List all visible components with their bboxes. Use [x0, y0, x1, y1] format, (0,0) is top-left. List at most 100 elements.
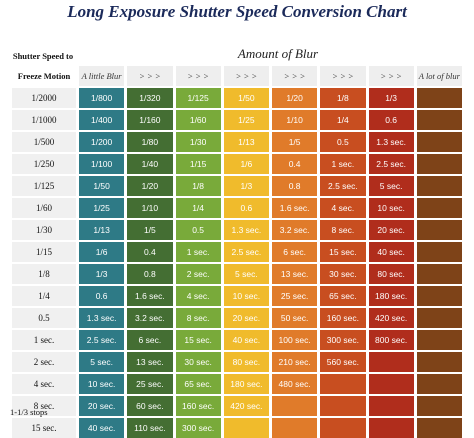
table-cell: 1/60 [175, 110, 221, 130]
table-cell [416, 374, 462, 394]
table-cell: 25 sec. [127, 374, 173, 394]
table-cell: 20 sec. [223, 308, 269, 328]
row-label: 1/500 [12, 132, 76, 152]
table-cell: 420 sec. [223, 396, 269, 416]
table-cell [416, 330, 462, 350]
table-cell: 15 sec. [320, 242, 366, 262]
table-cell: 180 sec. [368, 286, 414, 306]
table-cell: 1/30 [175, 132, 221, 152]
column-header-2: > > > [175, 66, 221, 86]
table-cell: 1/8 [175, 176, 221, 196]
table-cell [416, 352, 462, 372]
table-cell: 65 sec. [320, 286, 366, 306]
table-cell: 1/25 [79, 198, 125, 218]
table-cell: 30 sec. [175, 352, 221, 372]
table-cell: 40 sec. [223, 330, 269, 350]
table-cell: 1/3 [368, 88, 414, 108]
table-cell: 20 sec. [79, 396, 125, 416]
table-cell: 20 sec. [368, 220, 414, 240]
table-cell [416, 154, 462, 174]
table-cell [272, 418, 318, 438]
table-cell: 1 sec. [320, 154, 366, 174]
footnote: 1-1/3 stops [10, 407, 48, 417]
table-cell: 1/10 [127, 198, 173, 218]
table-cell: 1/8 [320, 88, 366, 108]
table-cell: 160 sec. [175, 396, 221, 416]
table-cell [320, 418, 366, 438]
table-cell [416, 418, 462, 438]
table-cell: 80 sec. [368, 264, 414, 284]
table-cell: 0.8 [127, 264, 173, 284]
table-cell: 180 sec. [223, 374, 269, 394]
table-cell: 0.5 [175, 220, 221, 240]
table-cell: 80 sec. [223, 352, 269, 372]
table-cell: 800 sec. [368, 330, 414, 350]
table-cell: 10 sec. [368, 198, 414, 218]
column-header-4: > > > [272, 66, 318, 86]
table-cell: 1/10 [272, 110, 318, 130]
row-label: 2 sec. [12, 352, 76, 372]
table-cell: 1.3 sec. [79, 308, 125, 328]
table-cell: 0.4 [127, 242, 173, 262]
column-group-label: Amount of Blur [237, 46, 319, 61]
table-cell: 40 sec. [368, 242, 414, 262]
table-cell [320, 374, 366, 394]
table-cell: 6 sec. [127, 330, 173, 350]
table-cell: 2 sec. [175, 264, 221, 284]
table-cell: 0.4 [272, 154, 318, 174]
table-cell: 2.5 sec. [223, 242, 269, 262]
table-cell: 420 sec. [368, 308, 414, 328]
table-cell: 480 sec. [272, 374, 318, 394]
table-cell: 15 sec. [175, 330, 221, 350]
table-cell [368, 374, 414, 394]
table-cell [416, 396, 462, 416]
table-cell: 1/6 [79, 242, 125, 262]
row-label: 1/30 [12, 220, 76, 240]
table-cell: 10 sec. [223, 286, 269, 306]
table-cell [416, 242, 462, 262]
table-cell: 1.3 sec. [368, 132, 414, 152]
table-cell: 8 sec. [320, 220, 366, 240]
row-label: 15 sec. [12, 418, 76, 438]
table-cell: 1/4 [320, 110, 366, 130]
table-cell: 5 sec. [79, 352, 125, 372]
table-cell [223, 418, 269, 438]
table-cell: 210 sec. [272, 352, 318, 372]
table-cell: 1/125 [175, 88, 221, 108]
table-cell: 1/100 [79, 154, 125, 174]
table-cell: 1/50 [223, 88, 269, 108]
table-cell: 5 sec. [223, 264, 269, 284]
row-label: 1/4 [12, 286, 76, 306]
table-cell: 1/15 [175, 154, 221, 174]
row-label: 4 sec. [12, 374, 76, 394]
table-cell: 300 sec. [320, 330, 366, 350]
table-cell: 2.5 sec. [320, 176, 366, 196]
table-cell: 1/4 [175, 198, 221, 218]
row-label: 1/60 [12, 198, 76, 218]
table-cell [416, 198, 462, 218]
table-cell: 1/200 [79, 132, 125, 152]
table-cell: 1/320 [127, 88, 173, 108]
table-cell: 30 sec. [320, 264, 366, 284]
column-header-5: > > > [320, 66, 366, 86]
table-cell: 40 sec. [79, 418, 125, 438]
row-header-label-line1: Shutter Speed to [12, 51, 74, 61]
column-header-6: > > > [368, 66, 414, 86]
table-cell: 1.3 sec. [223, 220, 269, 240]
row-label: 1 sec. [12, 330, 76, 350]
table-cell: 1.6 sec. [127, 286, 173, 306]
table-cell [368, 396, 414, 416]
table-cell [416, 308, 462, 328]
column-header-0: A little Blur [79, 66, 125, 86]
table-cell [368, 418, 414, 438]
table-cell [416, 176, 462, 196]
table-cell: 0.6 [368, 110, 414, 130]
table-cell: 300 sec. [175, 418, 221, 438]
row-label: 1/250 [12, 154, 76, 174]
table-cell [416, 220, 462, 240]
row-label: 1/2000 [12, 88, 76, 108]
table-cell: 6 sec. [272, 242, 318, 262]
table-cell: 1/5 [272, 132, 318, 152]
table-cell: 10 sec. [79, 374, 125, 394]
table-cell: 1/80 [127, 132, 173, 152]
